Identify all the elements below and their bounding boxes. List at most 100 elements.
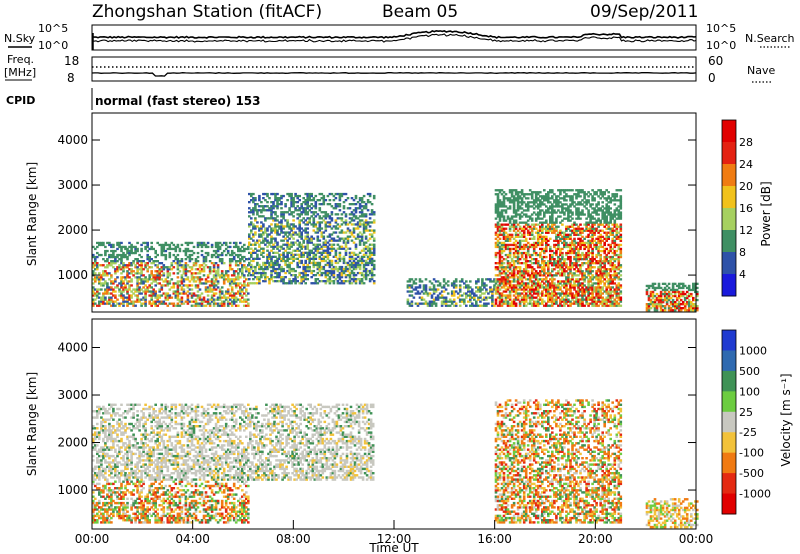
power-echo-cell [360, 237, 364, 240]
power-echo-cell [245, 268, 248, 271]
power-echo-cell [284, 249, 287, 252]
power-echo-cell [346, 241, 350, 244]
power-echo-cell [502, 197, 506, 200]
power-echo-cell [270, 192, 273, 196]
power-echo-cell [362, 282, 366, 285]
power-echo-cell [565, 227, 568, 230]
power-echo-cell [322, 245, 326, 248]
power-echo-cell [583, 274, 586, 277]
power-echo-cell [539, 233, 542, 236]
power-echo-cell [587, 260, 590, 263]
power-echo-cell [577, 203, 580, 206]
power-echo-cell [551, 223, 554, 226]
power-echo-cell [160, 300, 164, 303]
power-echo-cell [557, 231, 560, 234]
power-echo-cell [491, 288, 494, 291]
power-echo-cell [220, 272, 224, 275]
power-echo-cell [543, 268, 546, 271]
power-echo-cell [516, 249, 520, 253]
power-echo-cell [194, 272, 198, 275]
power-echo-cell [186, 243, 190, 247]
power-echo-cell [180, 302, 184, 305]
power-echo-cell [573, 223, 576, 226]
power-echo-cell [328, 261, 332, 265]
power-echo-cell [310, 203, 313, 206]
power-echo-cell [514, 245, 518, 249]
power-echo-cell [526, 205, 530, 208]
power-echo-cell [575, 233, 578, 236]
power-echo-cell [506, 243, 510, 247]
power-echo-cell [174, 294, 178, 297]
power-echo-cell [581, 272, 584, 275]
power-echo-cell [258, 280, 261, 283]
power-echo-cell [595, 247, 598, 251]
power-echo-cell [338, 247, 342, 250]
power-echo-cell [354, 203, 358, 206]
power-echo-cell [264, 231, 267, 234]
power-echo-cell [536, 300, 540, 303]
power-echo-cell [372, 221, 376, 224]
power-echo-cell [569, 282, 572, 285]
power-echo-cell [100, 264, 103, 267]
power-echo-cell [342, 271, 346, 275]
power-echo-cell [553, 290, 556, 293]
power-echo-cell [551, 207, 554, 210]
power-echo-cell [232, 272, 236, 275]
power-echo-cell [180, 298, 184, 301]
power-echo-cell [230, 300, 234, 303]
power-echo-cell [599, 229, 602, 232]
power-echo-cell [284, 276, 287, 279]
power-echo-cell [110, 300, 113, 303]
power-echo-cell [234, 278, 238, 281]
power-echo-cell [360, 278, 364, 281]
power-echo-cell [575, 262, 578, 265]
power-echo-cell [473, 292, 476, 295]
power-echo-cell [226, 280, 230, 283]
power-echo-cell [302, 267, 305, 271]
power-echo-cell [532, 276, 536, 279]
power-echo-cell [268, 197, 271, 200]
power-echo-cell [414, 286, 418, 289]
power-echo-cell [234, 304, 238, 307]
power-echo-cell [228, 245, 232, 249]
power-echo-cell [322, 235, 326, 238]
power-echo-cell [94, 264, 97, 267]
power-echo-cell [130, 296, 133, 299]
power-echo-cell [589, 264, 592, 267]
power-echo-cell [539, 302, 542, 305]
power-echo-cell [514, 215, 518, 218]
power-echo-cell [520, 201, 524, 204]
power-echo-cell [120, 296, 123, 299]
power-echo-cell [504, 276, 508, 279]
power-echo-cell [256, 211, 259, 214]
power-echo-cell [358, 205, 362, 208]
power-echo-cell [545, 235, 548, 238]
power-echo-cell [595, 304, 598, 307]
power-echo-cell [136, 296, 139, 299]
power-echo-cell [328, 243, 332, 246]
power-echo-cell [310, 237, 313, 240]
power-echo-cell [559, 205, 562, 208]
power-echo-cell [516, 260, 520, 263]
power-echo-cell [524, 239, 528, 242]
power-echo-cell [545, 241, 548, 245]
power-echo-cell [354, 280, 358, 283]
power-echo-cell [304, 199, 307, 202]
power-echo-cell [298, 245, 301, 248]
power-echo-cell [551, 270, 554, 273]
power-echo-cell [296, 249, 299, 252]
power-echo-cell [286, 225, 289, 228]
power-echo-cell [599, 262, 602, 265]
power-echo-cell [603, 266, 606, 269]
power-echo-cell [599, 276, 602, 279]
power-echo-cell [534, 272, 538, 275]
power-echo-cell [350, 219, 354, 222]
power-echo-cell [561, 284, 564, 287]
power-echo-cell [591, 298, 594, 301]
power-echo-cell [585, 290, 588, 293]
power-echo-cell [514, 292, 518, 295]
power-echo-cell [595, 296, 598, 299]
power-echo-cell [286, 247, 289, 250]
power-echo-cell [601, 288, 604, 291]
power-echo-cell [581, 286, 584, 289]
